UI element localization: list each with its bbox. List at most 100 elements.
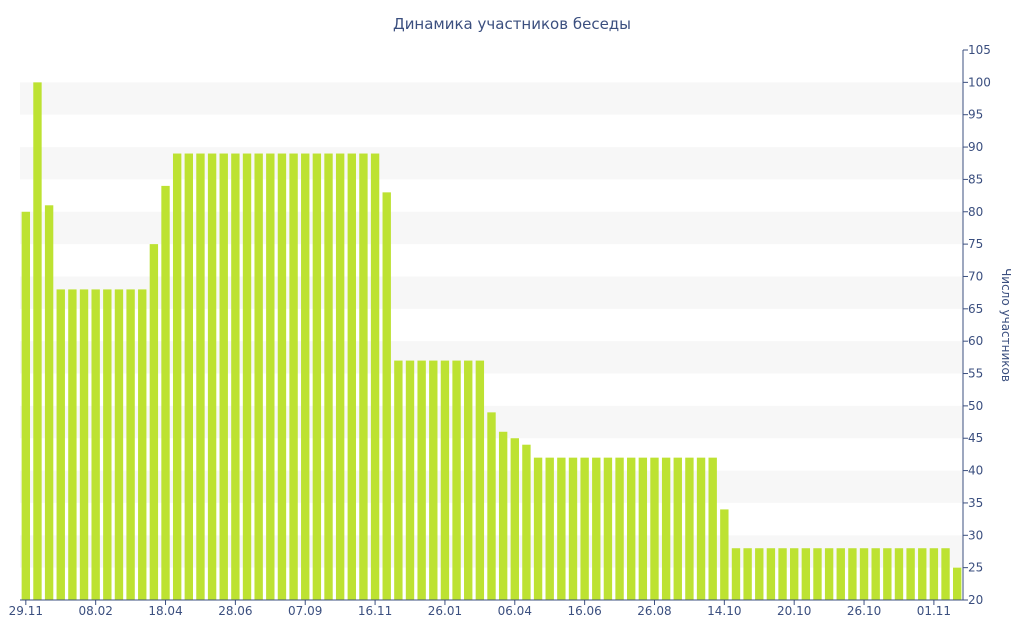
bar [743,548,752,600]
y-tick-label: 75 [968,237,983,251]
bar [778,548,787,600]
x-tick-label: 18.04 [148,604,182,618]
bar [44,205,54,600]
bars-group [21,82,962,600]
bar [382,192,391,600]
bar [91,289,100,600]
bar [231,153,240,600]
bar [301,153,310,600]
bar [161,185,170,600]
bar [929,548,939,600]
bar [824,548,834,600]
bar [277,153,287,600]
bar [545,457,554,600]
bar [720,509,729,600]
bar [312,153,322,600]
bar [906,548,915,600]
bar [790,548,799,600]
x-tick-label: 20.10 [777,604,811,618]
y-tick-label: 40 [968,464,983,478]
y-tick-label: 80 [968,205,983,219]
x-tick-label: 26.08 [637,604,671,618]
bar [184,153,193,600]
bar [580,457,589,600]
bar [56,289,65,600]
y-tick-label: 20 [968,593,983,607]
bar [766,548,776,600]
grid-band [20,82,963,115]
bar [440,360,450,600]
bar [126,289,135,600]
bar [394,360,403,600]
x-tick-label: 26.10 [847,604,881,618]
bar [650,457,659,600]
y-axis-title: Число участников [999,268,1013,382]
bar [219,153,228,600]
bar [475,360,485,600]
y-tick-label: 100 [968,75,991,89]
bar [627,457,636,600]
bar [918,548,927,600]
x-axis: 29.11 08.02 18.04 28.06 07.09 16.11 26.01 06.04… [9,599,963,618]
y-tick-label: 50 [968,399,983,413]
bar [498,431,508,600]
bar [347,153,356,600]
bar [883,548,892,600]
bar [522,444,531,600]
bar [615,457,624,600]
x-tick-label: 26.01 [428,604,462,618]
bar [592,457,601,600]
chart-title: Динамика участников беседы [393,15,631,33]
bar [33,82,42,600]
bar [848,548,857,600]
bar [487,412,496,600]
bar [207,153,217,600]
bar [801,548,811,600]
y-tick-label: 55 [968,367,983,381]
x-tick-label: 07.09 [288,604,322,618]
y-tick-label: 30 [968,528,983,542]
bar [557,457,566,600]
grid-band [20,147,963,180]
bar [242,153,252,600]
bar [103,289,112,600]
bar [673,457,682,600]
bar [894,548,904,600]
y-axis: 20 25 30 35 40 45 50 55 60 65 70 75 80 85 90 95 100 105 [962,43,991,607]
bar [114,289,124,600]
y-tick-label: 45 [968,431,983,445]
x-tick-label: 28.06 [218,604,252,618]
x-tick-label: 08.02 [78,604,112,618]
bar [359,153,368,600]
y-tick-label: 35 [968,496,983,510]
bar [952,567,962,600]
bar [266,153,275,600]
bar [452,360,461,600]
bar [149,244,159,600]
x-tick-label: 16.06 [567,604,601,618]
bar [79,289,89,600]
bar [464,360,473,600]
bar [533,457,543,600]
bar [568,457,578,600]
bar [429,360,438,600]
bar [138,289,147,600]
x-tick-label: 14.10 [707,604,741,618]
y-tick-label: 85 [968,172,983,186]
y-tick-label: 65 [968,302,983,316]
bar [172,153,182,600]
y-tick-label: 70 [968,269,983,283]
bar [813,548,822,600]
bar [685,457,694,600]
bar [370,153,380,600]
bar [196,153,205,600]
x-tick-label: 29.11 [9,604,43,618]
bar [254,153,263,600]
bar [696,457,706,600]
x-tick-label: 01.11 [917,604,951,618]
bar [871,548,880,600]
bar [324,153,333,600]
bar [21,211,31,600]
bar [661,457,671,600]
y-tick-label: 25 [968,561,983,575]
